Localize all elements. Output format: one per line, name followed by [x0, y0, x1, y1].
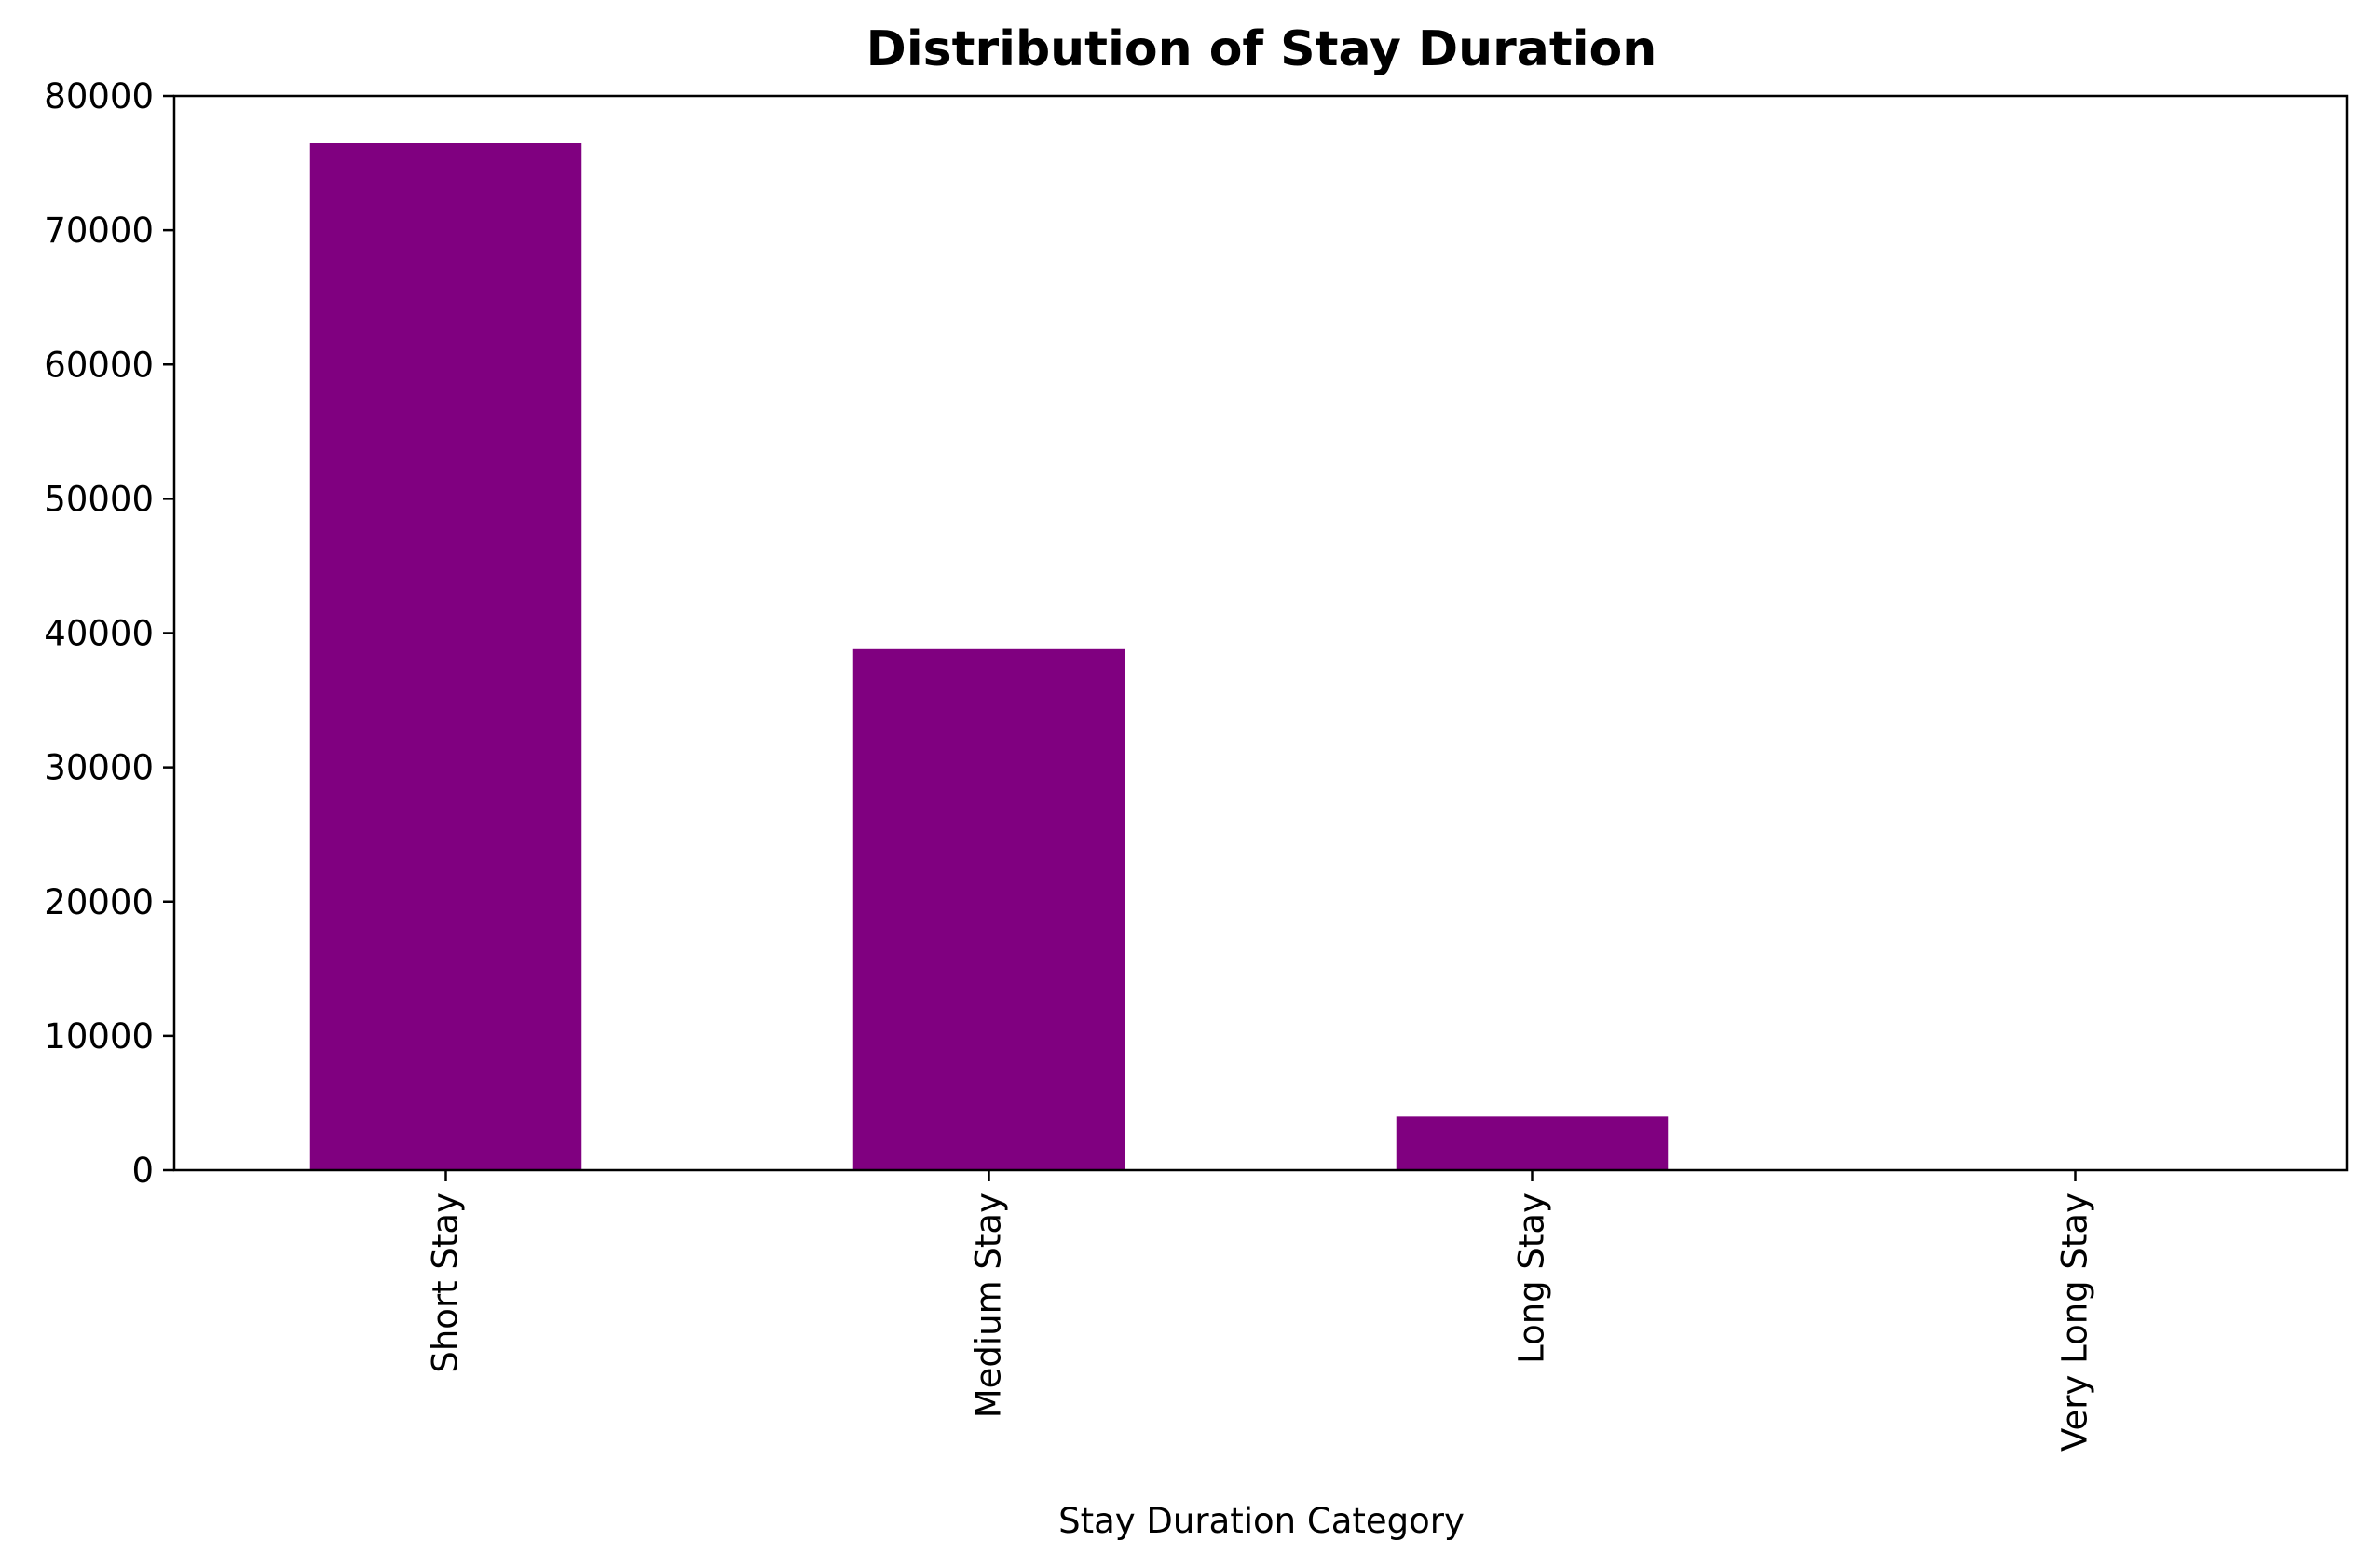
bar-short-stay	[309, 143, 582, 1171]
x-tick-label-long-stay: Long Stay	[1512, 1193, 1552, 1364]
x-tick-label-medium-stay: Medium Stay	[969, 1193, 1009, 1418]
y-tick-label: 30000	[44, 748, 154, 788]
x-axis: Short Stay Medium Stay Long Stay Very Long …	[426, 1170, 2095, 1452]
y-axis: 0 10000 20000 30000 40000 50000 60000 70000 8000…	[44, 76, 174, 1191]
bar-medium-stay	[852, 648, 1125, 1170]
y-tick-label: 50000	[44, 479, 154, 519]
x-tick-label-short-stay: Short Stay	[426, 1193, 466, 1373]
y-tick-label: 70000	[44, 211, 154, 251]
y-tick-label: 20000	[44, 882, 154, 922]
y-tick-label: 60000	[44, 345, 154, 385]
chart-title: Distribution of Stay Duration	[866, 21, 1657, 77]
y-tick-label: 80000	[44, 76, 154, 116]
y-tick-label: 10000	[44, 1016, 154, 1057]
y-tick-label: 0	[131, 1151, 154, 1191]
bars-group	[309, 143, 1669, 1171]
x-axis-label: Stay Duration Category	[1058, 1501, 1465, 1541]
bar-long-stay	[1396, 1116, 1669, 1170]
y-tick-label: 40000	[44, 614, 154, 654]
x-tick-label-very-long-stay: Very Long Stay	[2055, 1193, 2095, 1452]
